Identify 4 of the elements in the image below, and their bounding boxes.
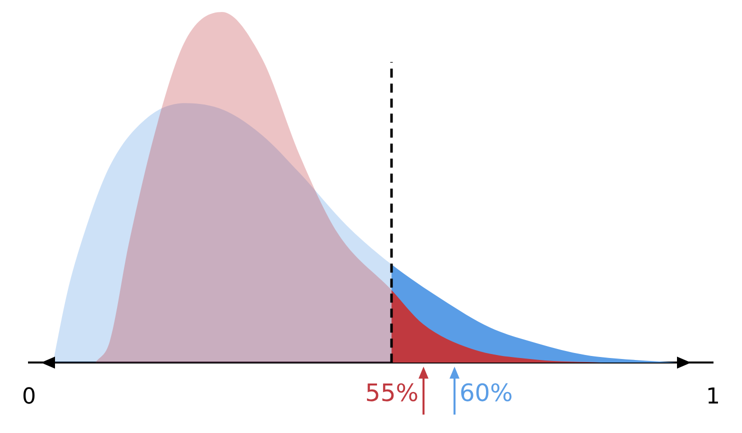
- x-tick-label: 0: [22, 384, 36, 410]
- text: 60%: [460, 378, 513, 407]
- text: 55%: [365, 378, 419, 407]
- x-tick-label: 1: [706, 384, 720, 410]
